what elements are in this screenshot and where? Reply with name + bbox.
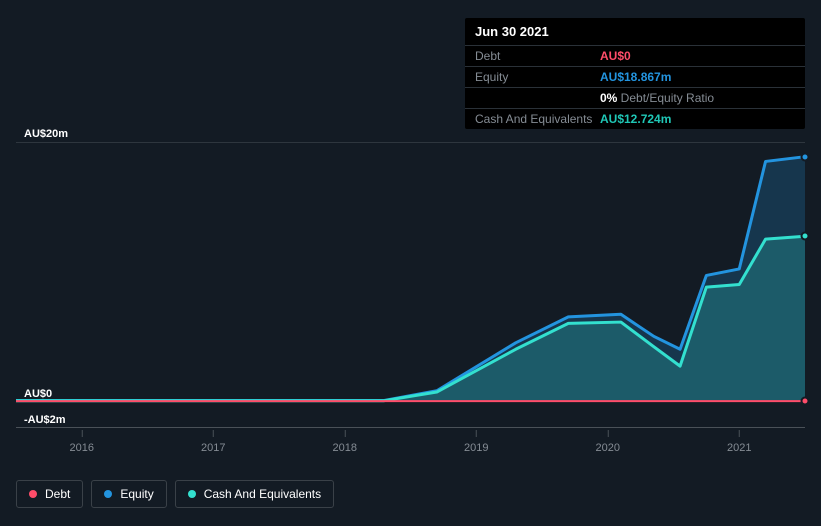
legend-label: Equity [120, 487, 153, 501]
tooltip-row-label: Cash And Equivalents [475, 112, 600, 126]
legend: Debt Equity Cash And Equivalents [16, 480, 334, 508]
legend-dot [29, 490, 37, 498]
x-axis-label: 2016 [69, 442, 93, 454]
y-axis-label: AU$0 [24, 388, 52, 400]
tooltip-row: 0% Debt/Equity Ratio [465, 87, 805, 108]
chart: 2016 2017 2018 2019 2020 2021 AU$20m AU$0 -AU$2… [16, 120, 805, 466]
tooltip-row-value: AU$0 [600, 49, 631, 63]
tooltip-row-label [475, 91, 600, 105]
equity-marker [801, 152, 810, 161]
tooltip-row-value: AU$18.867m [600, 70, 671, 84]
x-axis-label: 2021 [727, 442, 751, 454]
chart-plot [16, 142, 805, 428]
tooltip-date: Jun 30 2021 [465, 18, 805, 45]
x-axis-label: 2020 [596, 442, 620, 454]
legend-label: Debt [45, 487, 70, 501]
debt-marker [801, 397, 810, 406]
legend-dot [104, 490, 112, 498]
data-tooltip: Jun 30 2021 DebtAU$0EquityAU$18.867m0% D… [465, 18, 805, 129]
legend-item-equity[interactable]: Equity [91, 480, 166, 508]
tooltip-row-value: AU$12.724m [600, 112, 671, 126]
x-axis-label: 2019 [464, 442, 488, 454]
y-axis-label: -AU$2m [24, 414, 66, 426]
tooltip-row: EquityAU$18.867m [465, 66, 805, 87]
x-axis-label: 2018 [333, 442, 357, 454]
tooltip-row: Cash And EquivalentsAU$12.724m [465, 108, 805, 129]
legend-item-cash-and-equivalents[interactable]: Cash And Equivalents [175, 480, 334, 508]
tooltip-row-value: 0% Debt/Equity Ratio [600, 91, 714, 105]
legend-item-debt[interactable]: Debt [16, 480, 83, 508]
y-axis-label: AU$20m [24, 128, 68, 140]
legend-label: Cash And Equivalents [204, 487, 321, 501]
chart-svg [16, 142, 805, 427]
tooltip-row: DebtAU$0 [465, 45, 805, 66]
legend-dot [188, 490, 196, 498]
x-axis: 2016 2017 2018 2019 2020 2021 [16, 436, 805, 466]
tooltip-row-label: Equity [475, 70, 600, 84]
x-axis-label: 2017 [201, 442, 225, 454]
cash-marker [801, 232, 810, 241]
tooltip-row-label: Debt [475, 49, 600, 63]
